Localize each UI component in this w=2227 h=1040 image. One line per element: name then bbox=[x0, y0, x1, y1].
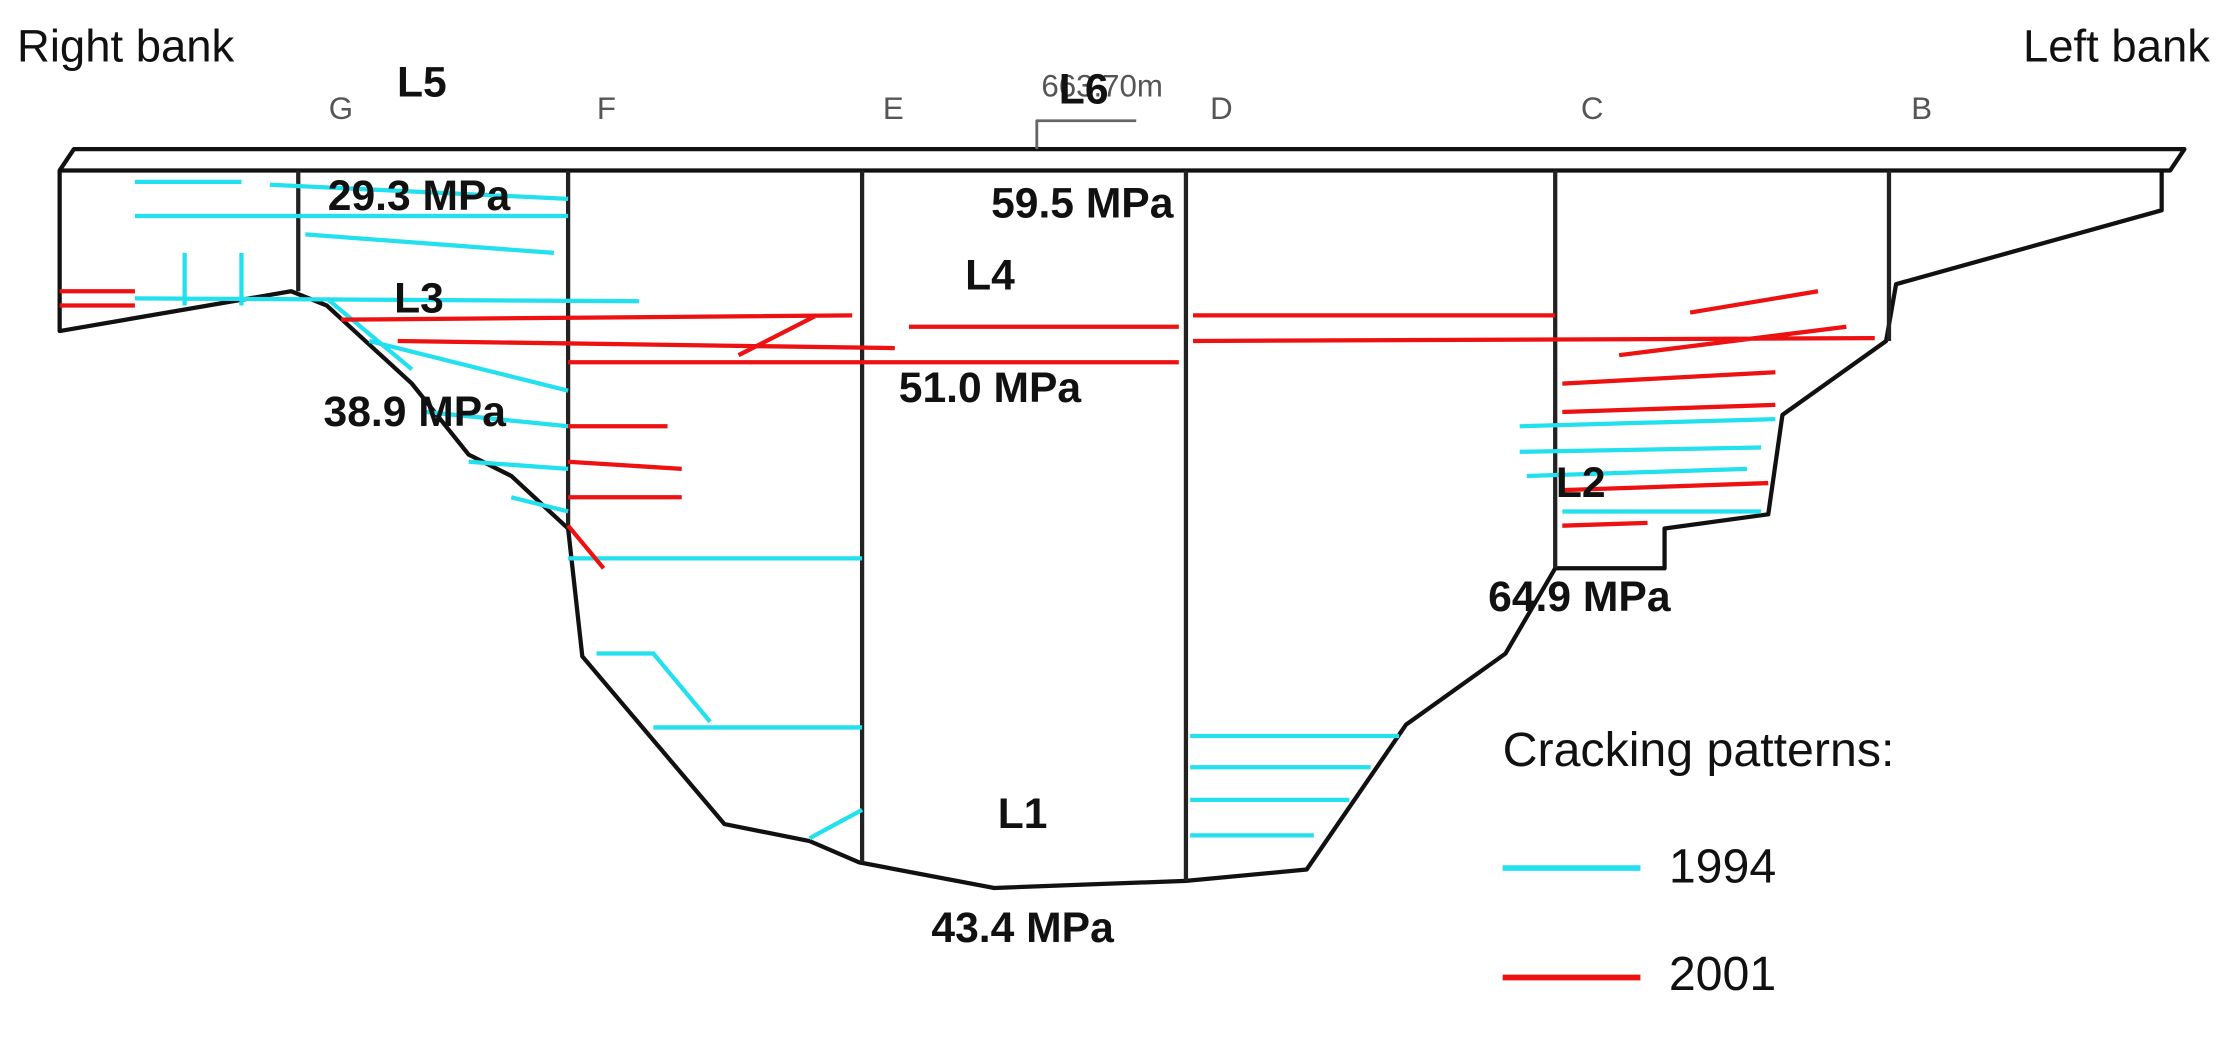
deck bbox=[57, 147, 2187, 173]
dam-outline bbox=[57, 119, 2187, 891]
joint-label: B bbox=[1911, 91, 1932, 126]
right-bank-label: Right bank bbox=[17, 21, 234, 72]
legend: Cracking patterns: 1994 2001 bbox=[1503, 723, 1895, 1001]
strength-label: 29.3 MPa bbox=[328, 172, 511, 220]
strength-label: 51.0 MPa bbox=[899, 364, 1082, 412]
location-label: L4 bbox=[965, 252, 1015, 300]
location-label: L1 bbox=[998, 790, 1048, 838]
legend-label: 1994 bbox=[1669, 839, 1776, 893]
cracks-2001 bbox=[59, 289, 1875, 570]
joint-label: G bbox=[329, 91, 353, 126]
location-label: L3 bbox=[394, 274, 444, 322]
location-label: L5 bbox=[397, 58, 447, 106]
legend-label: 2001 bbox=[1669, 947, 1776, 1001]
crack-2001 bbox=[59, 289, 1875, 570]
dam-body bbox=[57, 170, 2164, 891]
joint-label: F bbox=[597, 91, 616, 126]
joint-label: C bbox=[1581, 91, 1604, 126]
legend-title: Cracking patterns: bbox=[1503, 723, 1895, 777]
elevation-marker bbox=[1035, 119, 1137, 150]
left-bank-label: Left bank bbox=[2023, 21, 2210, 72]
strength-label: 43.4 MPa bbox=[931, 904, 1114, 952]
elevation-label: 663.70m bbox=[1041, 68, 1163, 103]
joint-label: D bbox=[1210, 91, 1233, 126]
location-label: L2 bbox=[1556, 459, 1606, 507]
crack-1994 bbox=[134, 179, 1776, 841]
strength-label: 59.5 MPa bbox=[991, 179, 1174, 227]
strength-label: 64.9 MPa bbox=[1488, 573, 1671, 621]
location-label: L6 bbox=[1059, 66, 1109, 114]
strength-label: 38.9 MPa bbox=[324, 388, 507, 436]
cracks-1994 bbox=[134, 179, 1776, 841]
joint-label: E bbox=[883, 91, 904, 126]
